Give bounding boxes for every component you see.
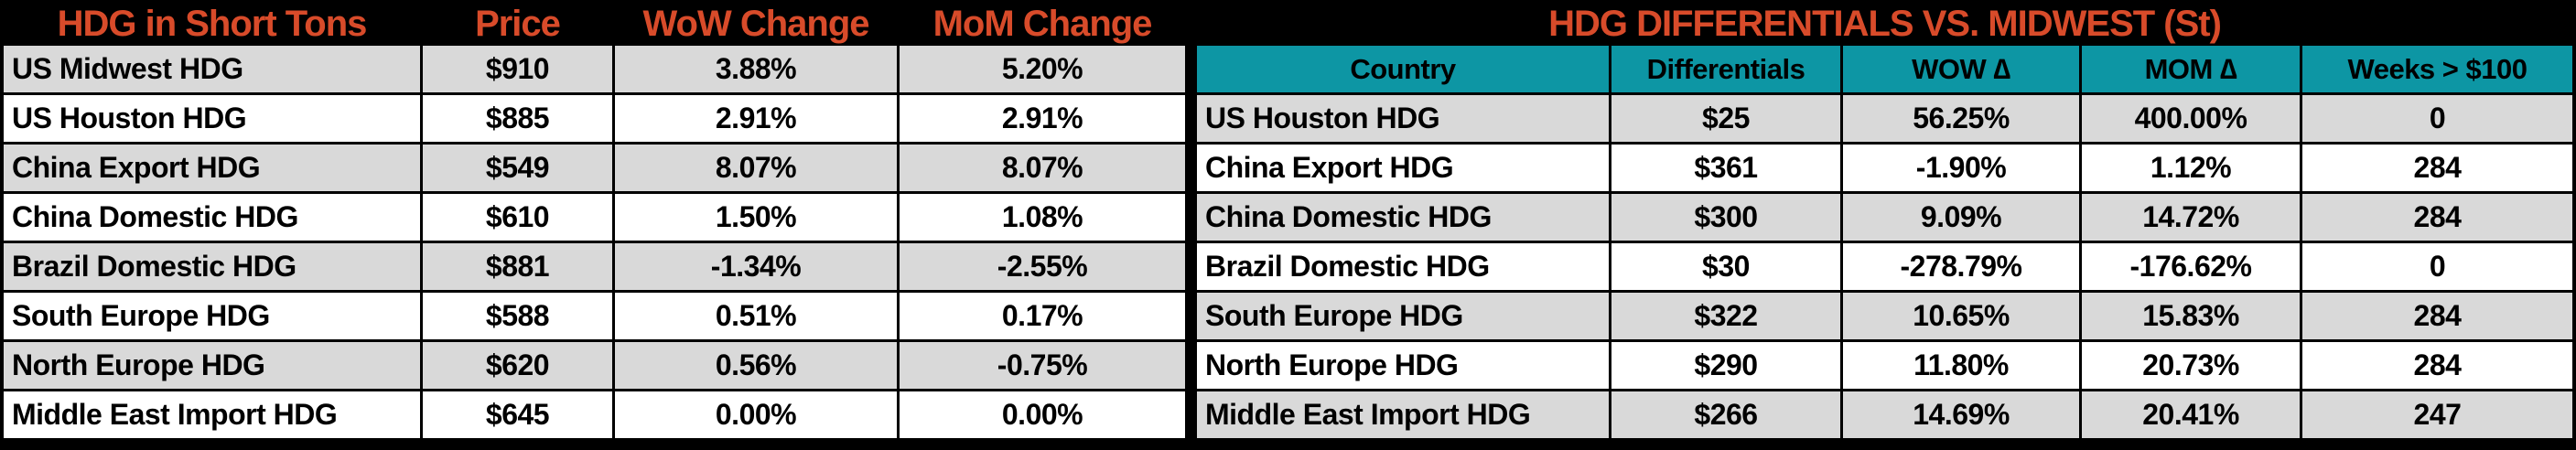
country-cell: South Europe HDG bbox=[1197, 293, 1609, 339]
price-cell: $910 bbox=[423, 46, 612, 92]
mom-delta-cell: -176.62% bbox=[2082, 243, 2300, 290]
mom-change-cell: 1.08% bbox=[900, 194, 1185, 241]
wow-delta-cell: 10.65% bbox=[1843, 293, 2079, 339]
differential-cell: $30 bbox=[1611, 243, 1840, 290]
weeks-cell: 0 bbox=[2302, 95, 2572, 142]
differential-cell: $300 bbox=[1611, 194, 1840, 241]
mom-change-cell: 5.20% bbox=[900, 46, 1185, 92]
price-cell: $885 bbox=[423, 95, 612, 142]
wow-change-cell: 0.56% bbox=[615, 342, 897, 389]
country-column-header: Country bbox=[1197, 46, 1609, 92]
mom-delta-cell: 20.41% bbox=[2082, 391, 2300, 438]
weeks-cell: 284 bbox=[2302, 145, 2572, 191]
weeks-cell: 284 bbox=[2302, 293, 2572, 339]
mom-change-cell: -0.75% bbox=[900, 342, 1185, 389]
differential-cell: $361 bbox=[1611, 145, 1840, 191]
left-table-title: HDG in Short Tons bbox=[57, 4, 368, 44]
wow-delta-cell: -1.90% bbox=[1843, 145, 2079, 191]
wow-change-column-header: WoW Change bbox=[642, 4, 869, 44]
mom-delta-cell: 14.72% bbox=[2082, 194, 2300, 241]
region-cell: South Europe HDG bbox=[4, 293, 420, 339]
country-cell: North Europe HDG bbox=[1197, 342, 1609, 389]
hdg-differentials-table: Country Differentials WOW ∆ MOM ∆ Weeks … bbox=[1197, 46, 2572, 438]
right-table-title: HDG DIFFERENTIALS VS. MIDWEST (St) bbox=[1548, 4, 2222, 44]
differential-cell: $322 bbox=[1611, 293, 1840, 339]
weeks-cell: 247 bbox=[2302, 391, 2572, 438]
wow-change-cell: 0.51% bbox=[615, 293, 897, 339]
hdg-short-tons-table: US Midwest HDG $910 3.88% 5.20% US Houst… bbox=[4, 46, 1185, 438]
mom-delta-column-header: MOM ∆ bbox=[2082, 46, 2300, 92]
country-cell: China Domestic HDG bbox=[1197, 194, 1609, 241]
price-cell: $881 bbox=[423, 243, 612, 290]
wow-change-cell: 8.07% bbox=[615, 145, 897, 191]
weeks-cell: 284 bbox=[2302, 194, 2572, 241]
price-cell: $610 bbox=[423, 194, 612, 241]
table-title-bar: HDG in Short Tons Price WoW Change MoM C… bbox=[0, 0, 2576, 46]
mom-change-column-header: MoM Change bbox=[932, 4, 1153, 44]
price-column-header: Price bbox=[475, 4, 561, 44]
region-cell: US Houston HDG bbox=[4, 95, 420, 142]
country-cell: US Houston HDG bbox=[1197, 95, 1609, 142]
weeks-cell: 0 bbox=[2302, 243, 2572, 290]
weeks-cell: 284 bbox=[2302, 342, 2572, 389]
wow-change-cell: 0.00% bbox=[615, 391, 897, 438]
country-cell: Middle East Import HDG bbox=[1197, 391, 1609, 438]
price-cell: $549 bbox=[423, 145, 612, 191]
mom-delta-cell: 400.00% bbox=[2082, 95, 2300, 142]
mom-change-cell: 0.17% bbox=[900, 293, 1185, 339]
country-cell: China Export HDG bbox=[1197, 145, 1609, 191]
mom-change-cell: 0.00% bbox=[900, 391, 1185, 438]
price-cell: $620 bbox=[423, 342, 612, 389]
wow-delta-column-header: WOW ∆ bbox=[1843, 46, 2079, 92]
mom-delta-cell: 1.12% bbox=[2082, 145, 2300, 191]
region-cell: North Europe HDG bbox=[4, 342, 420, 389]
wow-delta-cell: 56.25% bbox=[1843, 95, 2079, 142]
differential-cell: $25 bbox=[1611, 95, 1840, 142]
wow-delta-cell: 11.80% bbox=[1843, 342, 2079, 389]
mom-delta-cell: 20.73% bbox=[2082, 342, 2300, 389]
mom-change-cell: -2.55% bbox=[900, 243, 1185, 290]
differential-cell: $290 bbox=[1611, 342, 1840, 389]
region-cell: China Domestic HDG bbox=[4, 194, 420, 241]
region-cell: US Midwest HDG bbox=[4, 46, 420, 92]
price-cell: $645 bbox=[423, 391, 612, 438]
wow-change-cell: 1.50% bbox=[615, 194, 897, 241]
wow-change-cell: -1.34% bbox=[615, 243, 897, 290]
mom-change-cell: 8.07% bbox=[900, 145, 1185, 191]
price-cell: $588 bbox=[423, 293, 612, 339]
differentials-column-header: Differentials bbox=[1611, 46, 1840, 92]
mom-delta-cell: 15.83% bbox=[2082, 293, 2300, 339]
region-cell: Middle East Import HDG bbox=[4, 391, 420, 438]
region-cell: Brazil Domestic HDG bbox=[4, 243, 420, 290]
differential-cell: $266 bbox=[1611, 391, 1840, 438]
weeks-over-100-column-header: Weeks > $100 bbox=[2302, 46, 2572, 92]
region-cell: China Export HDG bbox=[4, 145, 420, 191]
wow-change-cell: 2.91% bbox=[615, 95, 897, 142]
mom-change-cell: 2.91% bbox=[900, 95, 1185, 142]
wow-delta-cell: -278.79% bbox=[1843, 243, 2079, 290]
wow-change-cell: 3.88% bbox=[615, 46, 897, 92]
country-cell: Brazil Domestic HDG bbox=[1197, 243, 1609, 290]
wow-delta-cell: 9.09% bbox=[1843, 194, 2079, 241]
wow-delta-cell: 14.69% bbox=[1843, 391, 2079, 438]
